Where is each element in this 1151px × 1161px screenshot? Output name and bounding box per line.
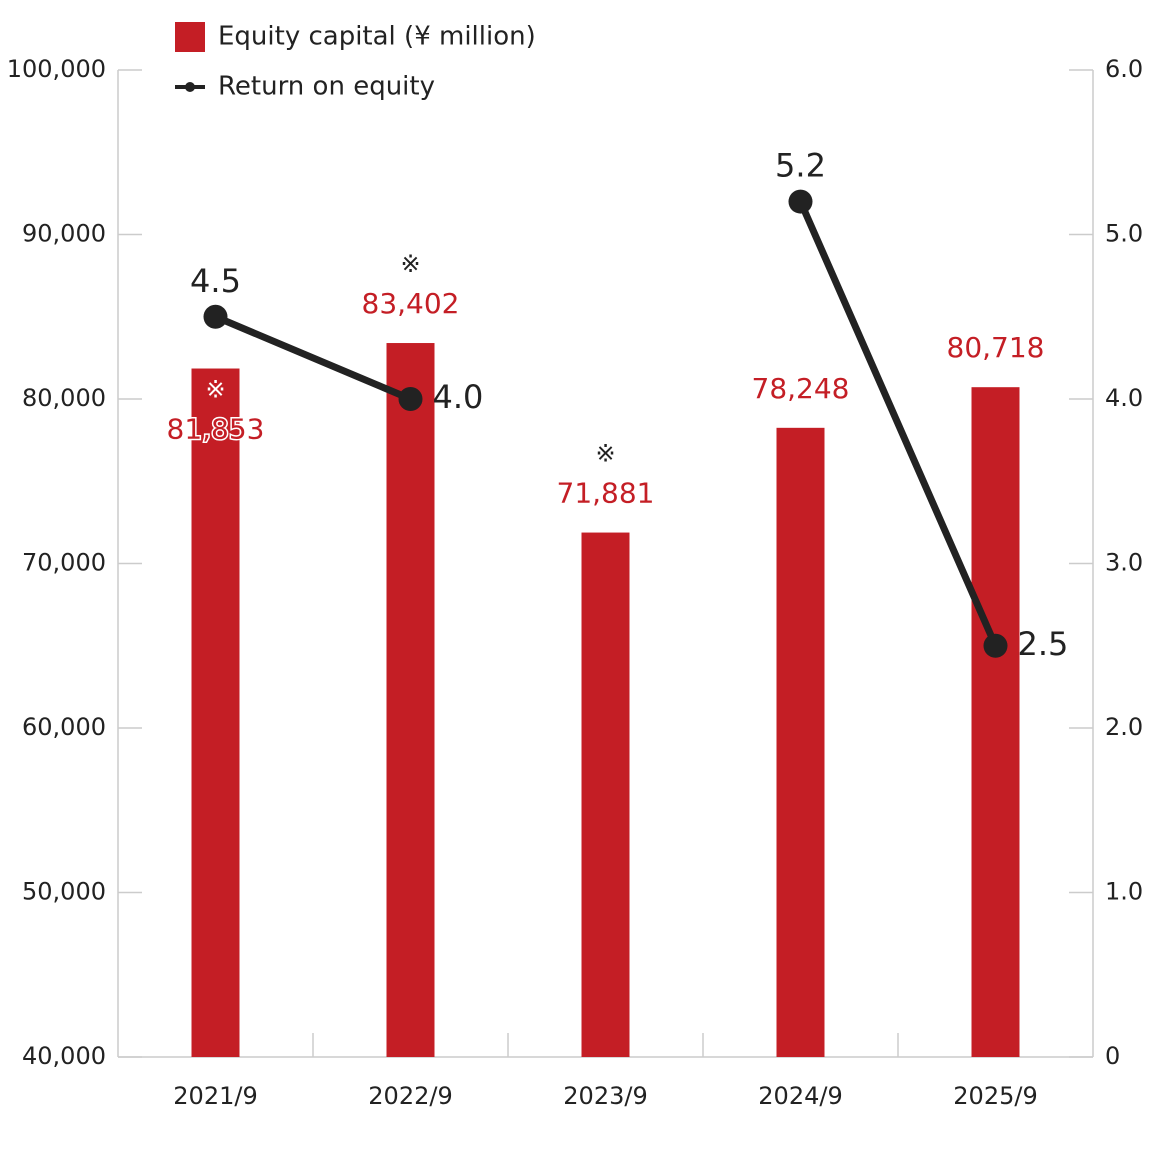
y2-tick-label: 0 [1105,1042,1120,1070]
line-value-label: 4.5 [190,262,241,300]
y-tick-label: 80,000 [22,384,106,412]
y2-tick-label: 2.0 [1105,713,1143,741]
line-point [398,387,423,411]
y-tick-label: 100,000 [7,55,106,83]
bar-note: ※ [400,250,420,278]
legend-label: Return on equity [218,72,435,102]
x-tick-label: 2025/9 [953,1082,1037,1110]
legend-swatch [185,82,195,92]
bar [776,427,825,1057]
legend-swatch [175,22,205,52]
bar-value-label: 71,881 [557,477,655,510]
y2-tick-label: 1.0 [1105,878,1143,906]
bar-note: ※ [205,376,225,404]
bar [191,368,240,1057]
y2-tick-label: 4.0 [1105,384,1143,412]
x-tick-label: 2024/9 [758,1082,842,1110]
y-tick-label: 40,000 [22,1042,106,1070]
y2-tick-label: 6.0 [1105,55,1143,83]
line-value-label: 2.5 [1018,625,1069,663]
x-tick-label: 2021/9 [173,1082,257,1110]
x-tick-label: 2022/9 [368,1082,452,1110]
bar-value-label: 80,718 [947,331,1045,364]
y2-tick-label: 3.0 [1105,549,1143,577]
line-value-label: 4.0 [433,378,484,416]
bar-value-label: 78,248 [752,372,850,405]
x-tick-label: 2023/9 [563,1082,647,1110]
bar-note: ※ [595,440,615,468]
y-tick-label: 60,000 [22,713,106,741]
bar [581,532,630,1057]
y-tick-label: 90,000 [22,220,106,248]
line-value-label: 5.2 [775,147,826,185]
line [214,200,999,648]
bar [971,387,1020,1057]
line-point [788,189,813,214]
bar-value-label: 81,853 [167,413,265,446]
y-tick-label: 50,000 [22,878,106,906]
bar-value-label: 83,402 [362,287,460,320]
legend-label: Equity capital (¥ million) [218,22,536,52]
line-point [983,633,1008,658]
y-tick-label: 70,000 [22,549,106,577]
line-point [203,304,228,329]
y2-tick-label: 5.0 [1105,220,1143,248]
bar [386,343,435,1057]
